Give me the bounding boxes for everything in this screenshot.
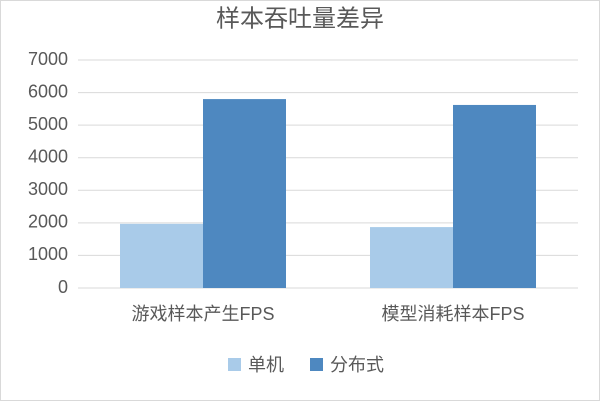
y-tick-label: 5000 (28, 114, 68, 134)
legend-label: 分布式 (330, 355, 384, 375)
legend-label: 单机 (248, 355, 284, 375)
x-tick-label: 游戏样本产生FPS (131, 304, 274, 324)
y-tick-label: 7000 (28, 49, 68, 69)
y-tick-label: 6000 (28, 81, 68, 101)
legend-swatch (228, 358, 241, 371)
chart-title: 样本吞吐量差异 (216, 5, 384, 32)
bar (203, 99, 286, 288)
y-tick-label: 3000 (28, 179, 68, 199)
y-tick-label: 2000 (28, 212, 68, 232)
bar (453, 104, 536, 288)
y-tick-label: 1000 (28, 244, 68, 264)
x-tick-label: 模型消耗样本FPS (381, 304, 524, 324)
legend-swatch (310, 358, 323, 371)
y-tick-label: 4000 (28, 146, 68, 166)
bar (120, 223, 203, 288)
bar (370, 227, 453, 288)
y-tick-label: 0 (58, 277, 68, 297)
